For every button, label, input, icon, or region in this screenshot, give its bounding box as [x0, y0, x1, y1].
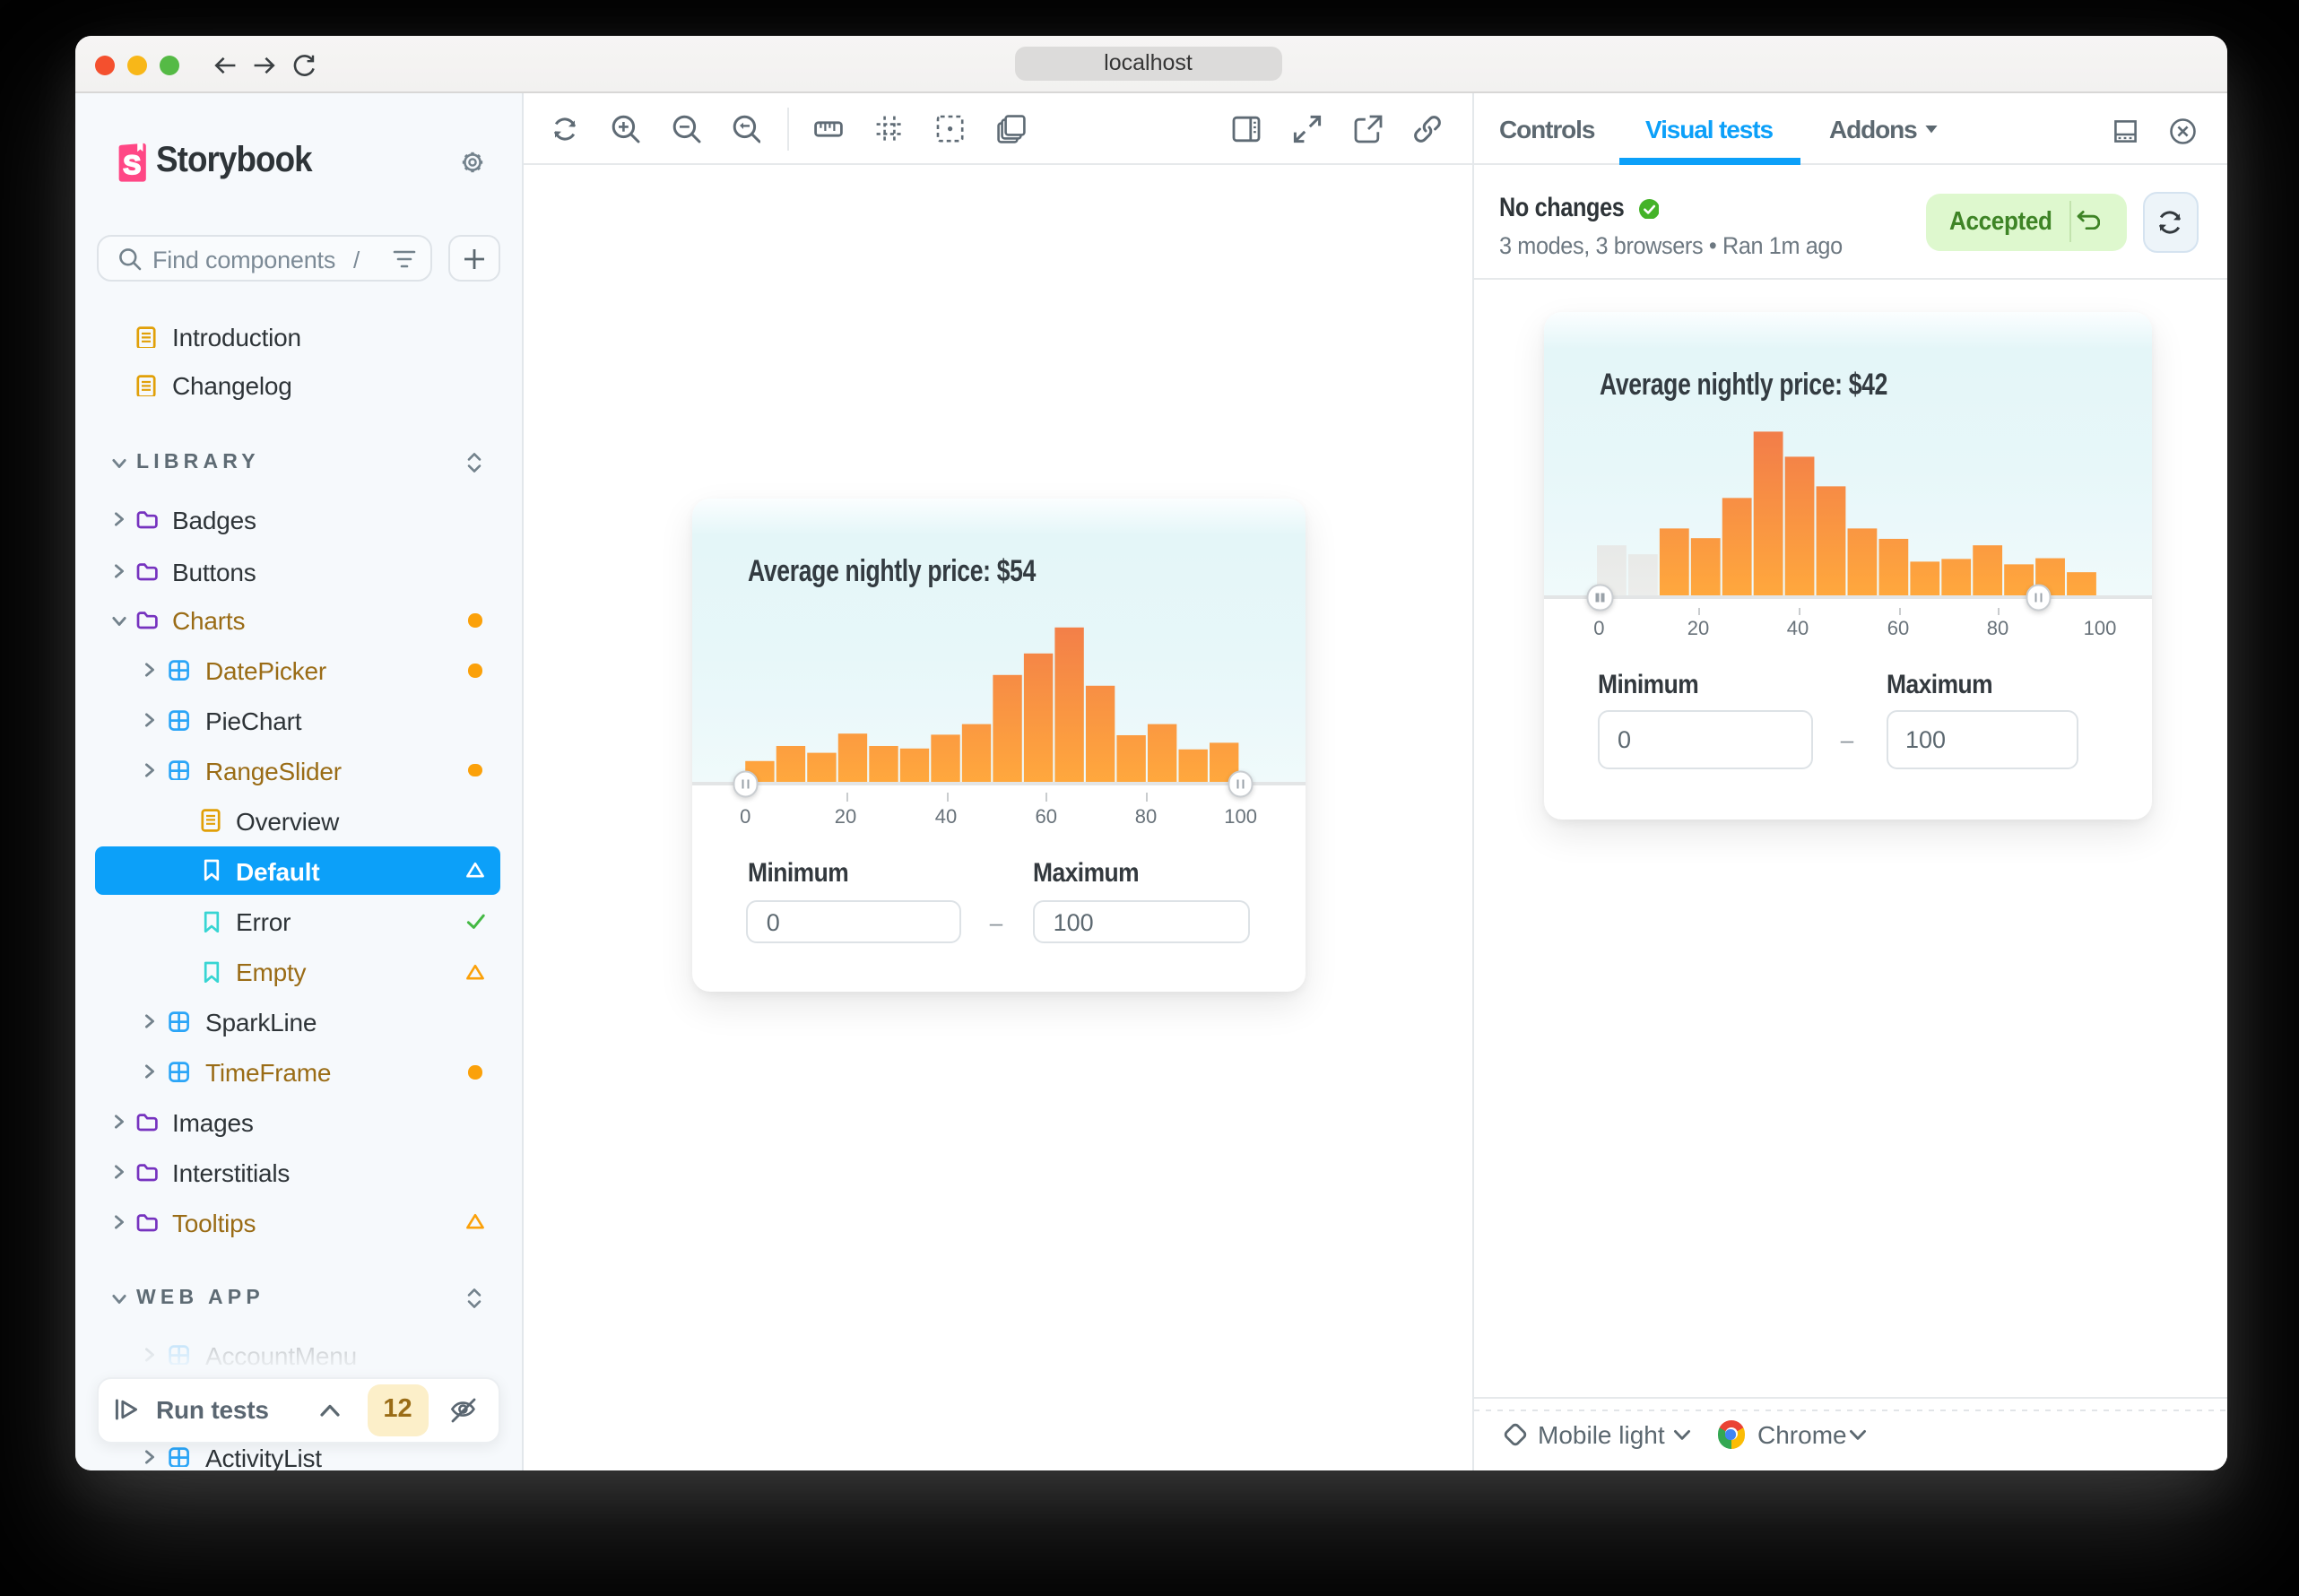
svg-text:S: S	[122, 150, 140, 179]
